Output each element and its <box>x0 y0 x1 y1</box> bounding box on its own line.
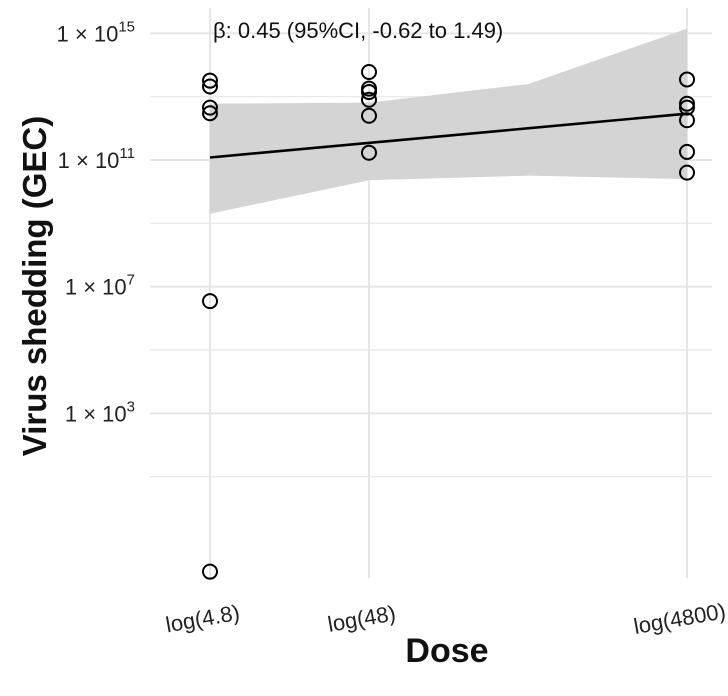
fit-line-layer <box>209 112 688 159</box>
regression-annotation: β: 0.45 (95%CI, -0.62 to 1.49) <box>213 18 503 43</box>
data-point <box>361 84 377 101</box>
y-tick-label: 1 × 1011 <box>58 145 135 173</box>
data-point <box>202 293 218 310</box>
data-point <box>202 99 218 116</box>
x-tick-label: log(4.8) <box>164 600 242 638</box>
y-tick-label: 1 × 107 <box>65 272 135 300</box>
data-points-layer <box>202 64 695 580</box>
data-point <box>361 144 377 161</box>
data-point <box>679 112 695 129</box>
y-axis-title: Virus shedding (GEC) <box>16 116 53 456</box>
data-point <box>679 95 695 112</box>
data-point <box>679 99 695 116</box>
x-axis-title: Dose <box>405 632 488 670</box>
y-tick-label: 1 × 1015 <box>57 18 135 46</box>
data-point <box>202 563 218 580</box>
data-point <box>202 72 218 89</box>
data-point <box>679 71 695 88</box>
confidence-band-layer <box>210 28 687 214</box>
regression-fit-line <box>209 112 688 159</box>
data-point <box>202 105 218 122</box>
x-tick-label: log(4800) <box>632 598 728 639</box>
data-point <box>679 164 695 181</box>
data-point <box>202 78 218 95</box>
data-point <box>679 143 695 160</box>
y-axis-ticks: 1 × 103 1 × 107 1 × 1011 1 × 1015 <box>57 18 135 426</box>
x-tick-label: log(48) <box>326 600 398 637</box>
data-point <box>361 91 377 108</box>
y-tick-label: 1 × 103 <box>65 398 135 426</box>
data-point <box>361 107 377 124</box>
confidence-band <box>210 28 687 214</box>
data-point <box>361 64 377 81</box>
